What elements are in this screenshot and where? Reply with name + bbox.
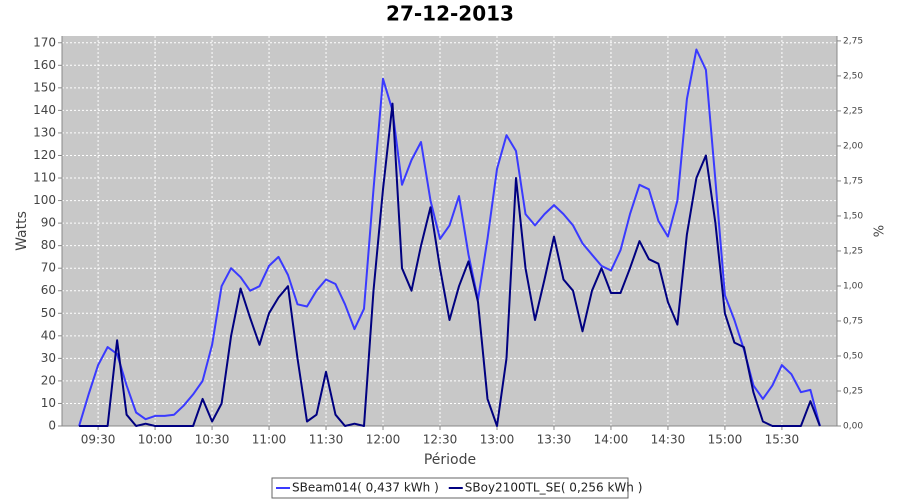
y-tick-label: 140	[33, 103, 56, 117]
x-tick-label: 14:00	[594, 433, 629, 447]
legend-label: SBoy2100TL_SE( 0,256 kWh )	[465, 481, 643, 495]
y2-tick-label: 2,25	[843, 106, 863, 116]
y2-tick-label: 1,25	[843, 246, 863, 256]
y2-tick-label: 2,75	[843, 36, 863, 46]
y-tick-label: 70	[41, 261, 56, 275]
x-tick-label: 15:30	[765, 433, 800, 447]
y2-tick-label: 2,50	[843, 71, 863, 81]
x-tick-label: 13:00	[480, 433, 515, 447]
x-tick-label: 09:30	[81, 433, 116, 447]
y-tick-label: 150	[33, 80, 56, 94]
series-line	[78, 48, 821, 427]
y-tick-label: 90	[41, 216, 56, 230]
y-tick-label: 30	[41, 351, 56, 365]
y-tick-label: 120	[33, 148, 56, 162]
y-tick-label: 110	[33, 171, 56, 185]
x-tick-label: 12:30	[423, 433, 458, 447]
y-tick-label: 20	[41, 373, 56, 387]
chart-title: 27-12-2013	[386, 2, 514, 26]
y-tick-label: 60	[41, 283, 56, 297]
y2-axis-label: %	[873, 225, 888, 237]
x-tick-label: 14:30	[651, 433, 686, 447]
x-tick-label: 10:30	[195, 433, 230, 447]
y-tick-label: 160	[33, 58, 56, 72]
y2-tick-label: 2,00	[843, 141, 863, 151]
y2-tick-label: 0,25	[843, 386, 863, 396]
x-tick-label: 12:00	[366, 433, 401, 447]
y-tick-label: 130	[33, 125, 56, 139]
x-tick-label: 11:00	[252, 433, 287, 447]
y-axis-label: Watts	[14, 211, 30, 251]
y-tick-label: 40	[41, 328, 56, 342]
y2-tick-label: 0,75	[843, 316, 863, 326]
x-tick-label: 15:00	[708, 433, 743, 447]
y-tick-label: 50	[41, 306, 56, 320]
plot-area	[62, 36, 837, 426]
y2-tick-label: 1,75	[843, 176, 863, 186]
y2-tick-label: 1,00	[843, 281, 863, 291]
y-tick-label: 10	[41, 396, 56, 410]
x-axis-label: Période	[424, 452, 476, 468]
x-tick-label: 13:30	[537, 433, 572, 447]
y-tick-label: 80	[41, 238, 56, 252]
y-tick-label: 0	[48, 419, 56, 433]
y2-tick-label: 0,00	[843, 422, 863, 432]
legend-label: SBeam014( 0,437 kWh )	[292, 481, 439, 495]
x-tick-label: 10:00	[138, 433, 173, 447]
y-tick-label: 100	[33, 193, 56, 207]
x-tick-label: 11:30	[309, 433, 344, 447]
y-tick-label: 170	[33, 35, 56, 49]
y2-tick-label: 0,50	[843, 351, 863, 361]
y2-tick-label: 1,50	[843, 211, 863, 221]
series-line	[79, 102, 821, 427]
